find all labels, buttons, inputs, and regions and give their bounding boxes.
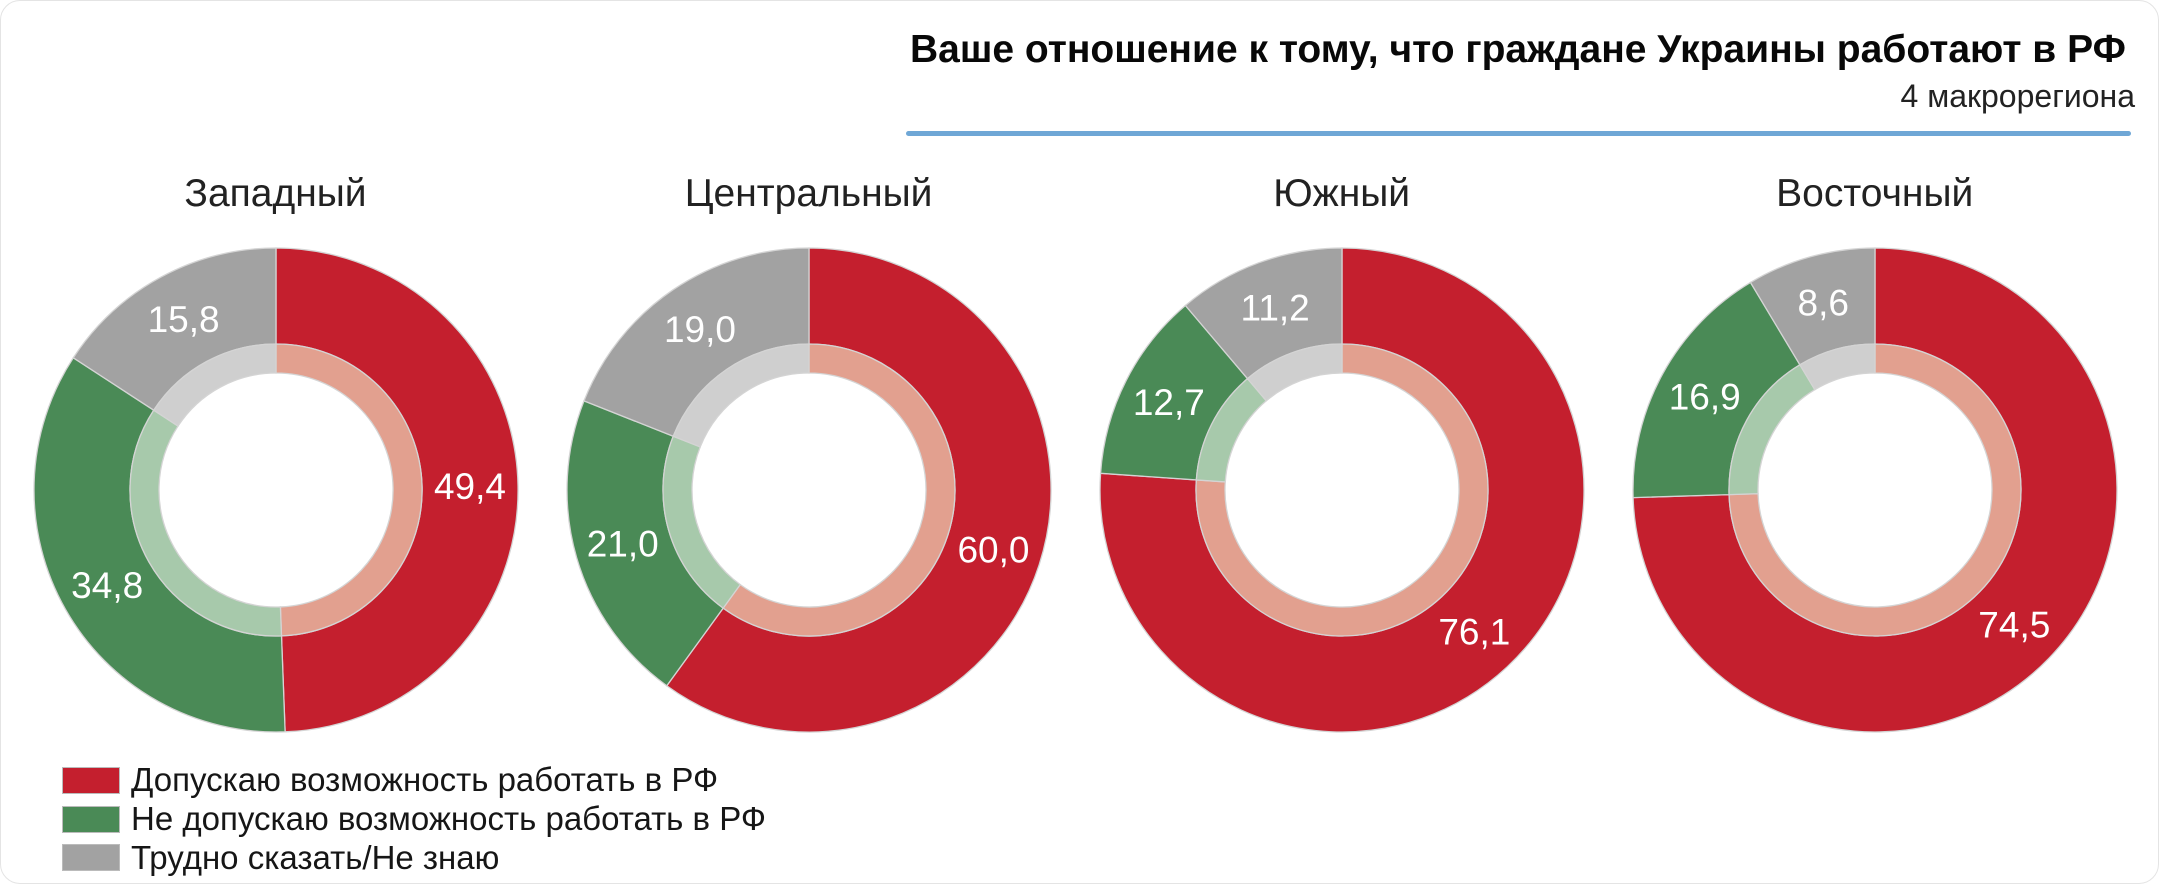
svg-text:34,8: 34,8 (71, 565, 143, 606)
svg-text:74,5: 74,5 (1978, 605, 2050, 646)
svg-text:60,0: 60,0 (957, 529, 1029, 570)
svg-text:19,0: 19,0 (664, 309, 736, 350)
svg-text:76,1: 76,1 (1438, 611, 1510, 652)
svg-text:16,9: 16,9 (1668, 377, 1740, 418)
svg-text:21,0: 21,0 (586, 524, 658, 565)
svg-text:8,6: 8,6 (1797, 283, 1848, 324)
svg-text:11,2: 11,2 (1240, 287, 1309, 328)
svg-text:12,7: 12,7 (1132, 382, 1204, 423)
svg-text:15,8: 15,8 (147, 299, 219, 340)
svg-text:49,4: 49,4 (433, 466, 505, 507)
